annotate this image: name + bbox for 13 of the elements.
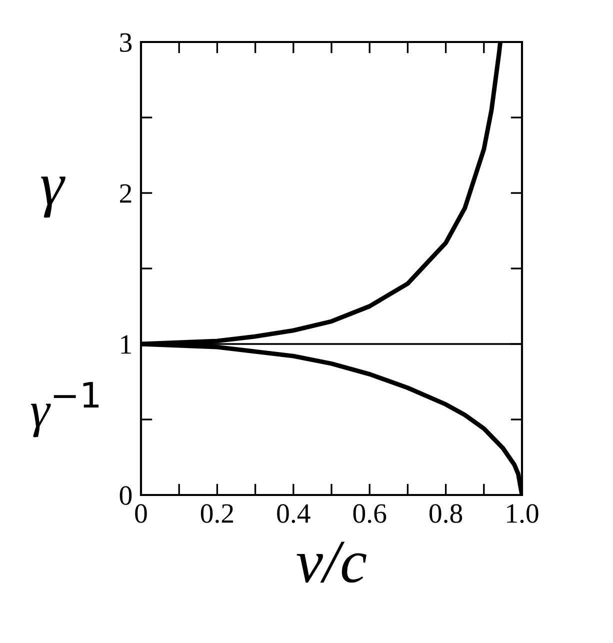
x-axis-title: v/c: [296, 542, 366, 583]
x-tick-label: 0.8: [430, 504, 462, 524]
x-tick-label: 0: [135, 504, 147, 523]
y-tick-label: 0: [120, 486, 132, 505]
y-axis-title: γ: [41, 176, 66, 218]
x-tick-label: 0.4: [277, 504, 310, 524]
y-tick-label: 1: [121, 335, 131, 354]
x-tick-label: 0.2: [200, 504, 234, 524]
x-tick-label: 0.6: [353, 504, 386, 524]
text: γ$^{−1}$: [30, 382, 99, 438]
y-tick-label: 3: [120, 33, 132, 52]
x-tick-label: 1.0: [507, 504, 538, 524]
y-tick-label: 2: [120, 184, 132, 203]
